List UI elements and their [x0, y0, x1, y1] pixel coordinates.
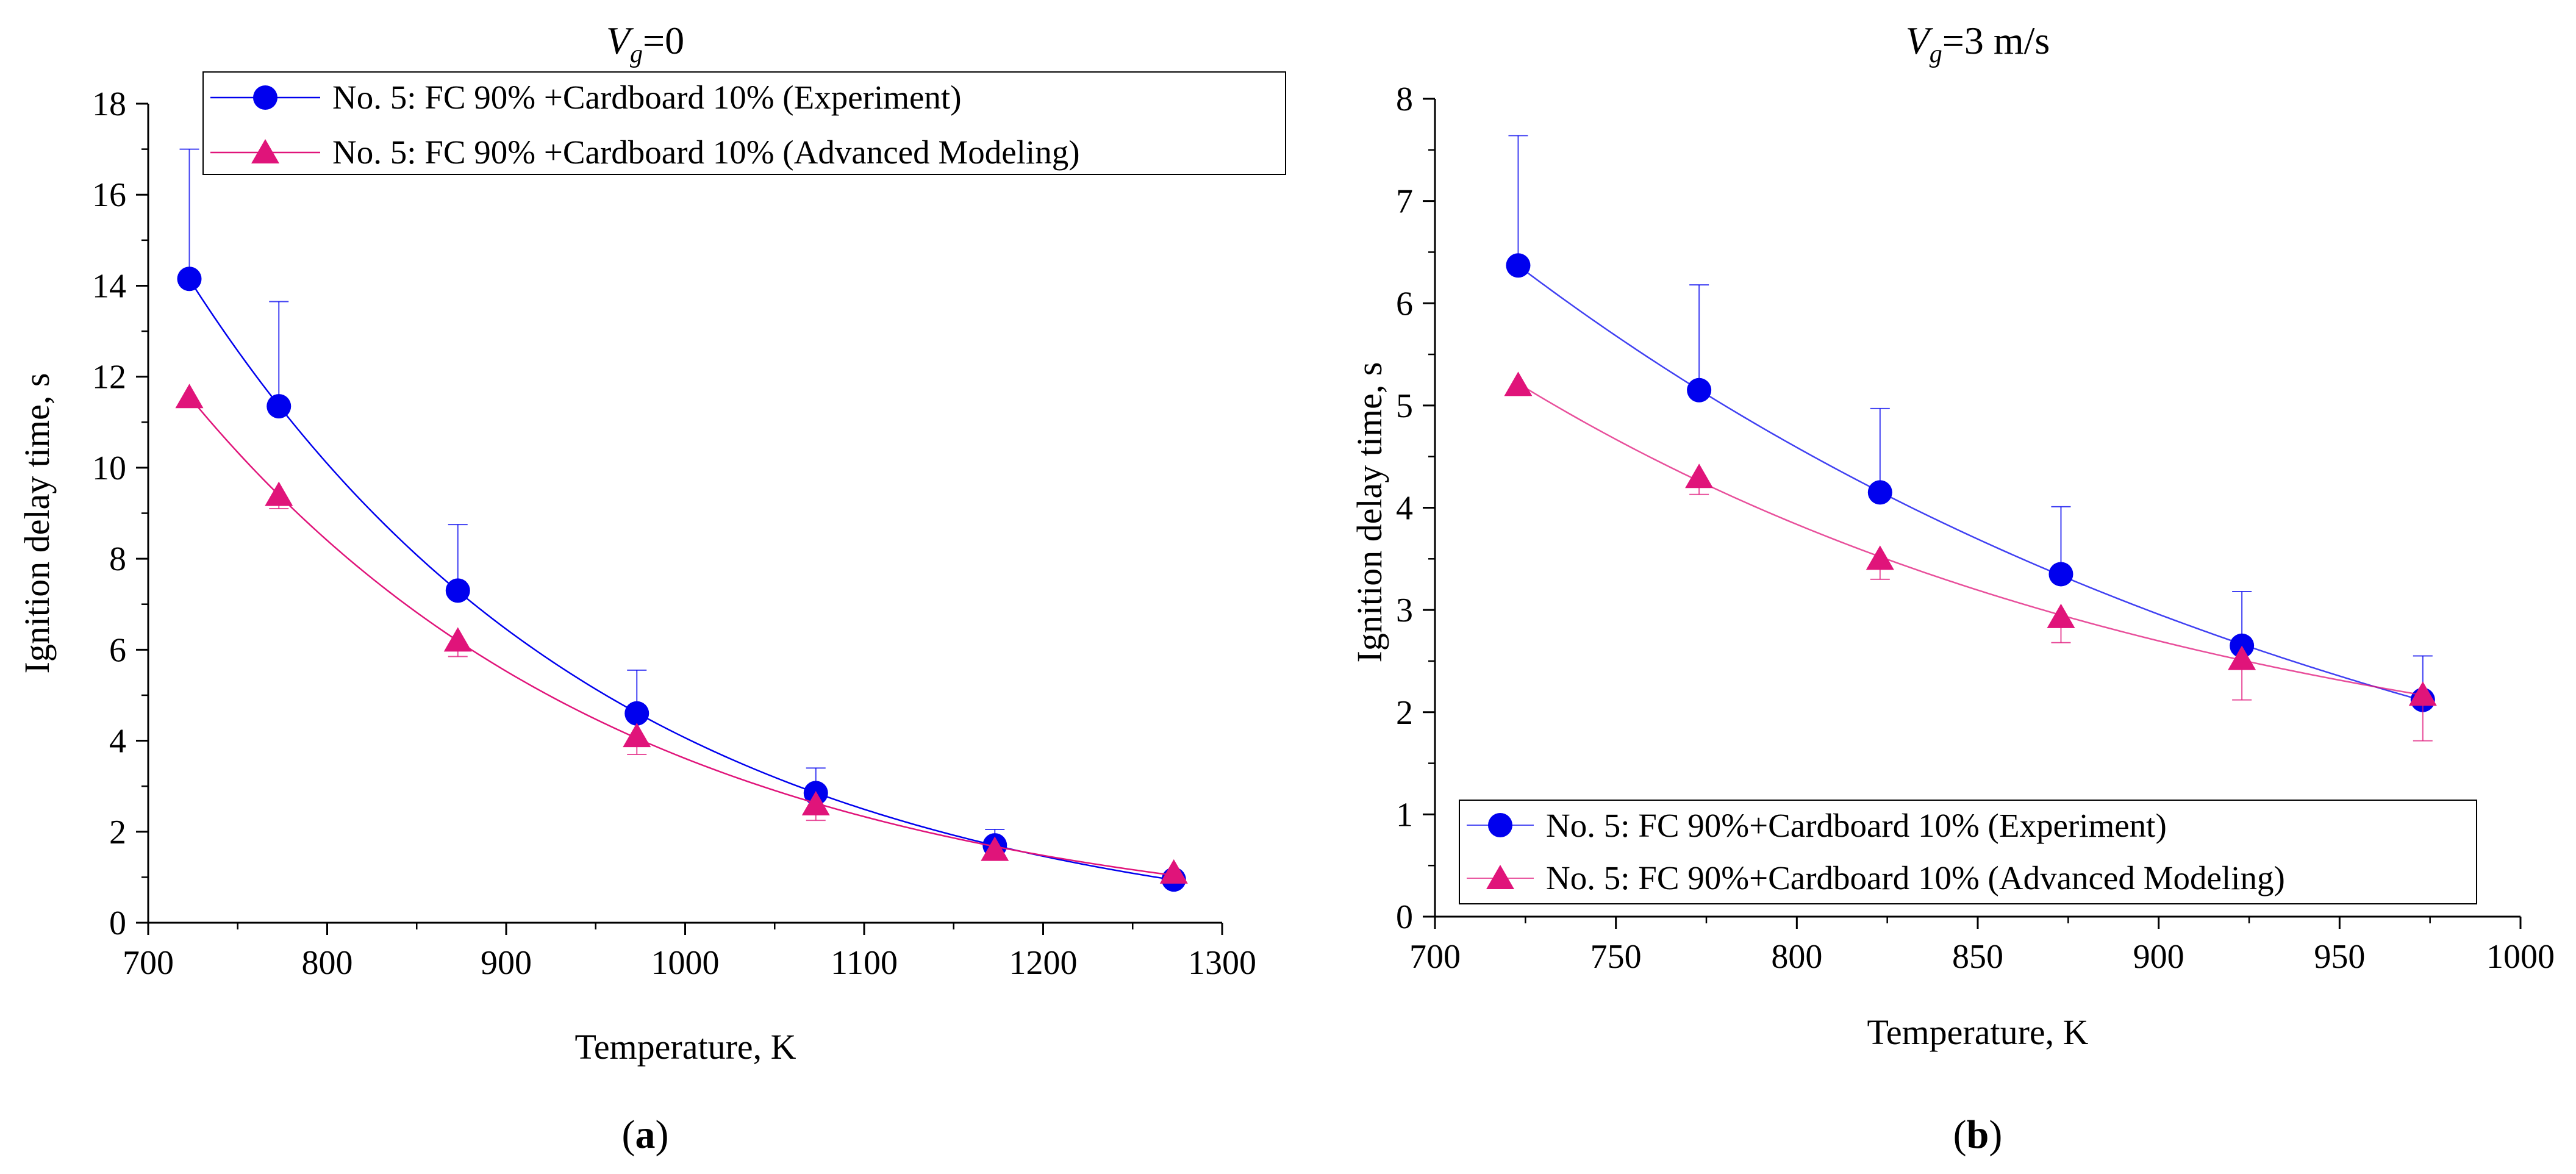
- panel-b-y-tick-label: 0: [1396, 898, 1413, 936]
- panel-b: Vg=3 m/s 700 750 800 850 900 950 1000 0 1 2 3 4 5 6 7 8…: [1350, 19, 2555, 1157]
- panel-b-y-tick-label: 6: [1396, 285, 1413, 323]
- panel-a-legend-label-experiment: No. 5: FC 90% +Cardboard 10% (Experiment…: [332, 79, 962, 116]
- panel-b-modeling-point: [1866, 545, 1894, 570]
- panel-b-y-tick-label: 2: [1396, 694, 1413, 732]
- panel-b-x-tick-label: 700: [1409, 938, 1461, 976]
- panel-a-modeling-point: [981, 836, 1009, 861]
- panel-a-x-tick-label: 700: [123, 944, 174, 982]
- panel-a-xlabel: Temperature, K: [574, 1027, 796, 1067]
- panel-b-x-tick-label: 750: [1590, 938, 1642, 976]
- panel-b-legend-box: [1459, 800, 2477, 904]
- panel-b-xlabel: Temperature, K: [1867, 1012, 2088, 1052]
- panel-a-modeling-point: [265, 481, 293, 506]
- panel-a-ylabel: Ignition delay time, s: [17, 373, 57, 674]
- panel-a-x-tick-label: 1000: [651, 944, 720, 982]
- panel-b-experiment-point: [1506, 253, 1531, 278]
- panel-b-experiment-point: [1867, 480, 1892, 505]
- panel-b-modeling-point: [2047, 603, 2075, 628]
- panel-b-x-tick-label: 900: [2133, 938, 2184, 976]
- panel-a: Vg=0 700 800 900 1000 1100 1200 1300 0 2 4 6 8 10 12 1…: [17, 19, 1286, 1157]
- panel-a-experiment-point: [267, 394, 292, 419]
- panel-a-x-tick-label: 1300: [1188, 944, 1256, 982]
- panel-b-x-tick-label: 800: [1771, 938, 1822, 976]
- panel-b-y-tick-label: 5: [1396, 387, 1413, 425]
- panel-a-x-tick-label: 800: [302, 944, 353, 982]
- panel-b-modeling-point: [2228, 645, 2256, 670]
- panel-b-x-tick-label: 950: [2314, 938, 2365, 976]
- panel-b-ylabel: Ignition delay time, s: [1350, 362, 1389, 663]
- panel-a-x-tick-label: 1100: [831, 944, 898, 982]
- panel-a-title: Vg=0: [606, 19, 684, 68]
- panel-a-legend-marker-experiment: [253, 85, 277, 110]
- panel-a-y-tick-label: 14: [92, 267, 126, 305]
- panel-a-legend-marker-modeling: [251, 139, 279, 163]
- panel-a-y-tick-label: 12: [92, 359, 126, 396]
- panel-a-experiment-point: [445, 578, 470, 603]
- panel-b-experiment-point: [2048, 562, 2073, 587]
- panel-b-modeling-point: [2408, 681, 2437, 706]
- panel-a-y-tick-label: 8: [109, 540, 126, 578]
- panel-b-caption: (b): [1953, 1112, 2003, 1157]
- panel-a-legend-box: [202, 71, 1286, 175]
- panel-a-legend-label-modeling: No. 5: FC 90% +Cardboard 10% (Advanced M…: [332, 134, 1080, 171]
- panel-a-plot: 700 800 900 1000 1100 1200 1300 0 2 4 6 8 10 12 14 16 18: [92, 85, 1256, 982]
- panel-a-modeling-line: [188, 396, 1174, 876]
- panel-b-y-tick-label: 4: [1396, 490, 1413, 528]
- panel-b-x-tick-label: 1000: [2486, 938, 2555, 976]
- panel-b-y-tick-label: 7: [1396, 183, 1413, 221]
- panel-a-y-tick-label: 2: [109, 814, 126, 851]
- panel-a-caption: (a): [622, 1112, 669, 1157]
- panel-a-modeling-point: [801, 791, 830, 816]
- panel-a-modeling-point: [623, 723, 651, 748]
- panel-a-modeling-point: [443, 627, 472, 652]
- panel-a-experiment-point: [177, 267, 202, 292]
- panel-b-plot: 700 750 800 850 900 950 1000 0 1 2 3 4 5 6 7 8: [1396, 81, 2555, 976]
- panel-a-y-tick-label: 10: [92, 449, 126, 487]
- panel-b-modeling-point: [1685, 464, 1714, 489]
- panel-b-y-tick-label: 3: [1396, 592, 1413, 629]
- panel-a-modeling-point: [1159, 859, 1188, 884]
- panel-a-legend: No. 5: FC 90% +Cardboard 10% (Experiment…: [202, 71, 1286, 175]
- panel-b-legend: No. 5: FC 90%+Cardboard 10% (Experiment)…: [1459, 800, 2477, 904]
- panel-a-y-tick-label: 0: [109, 904, 126, 942]
- panel-b-experiment-point: [1687, 378, 1712, 403]
- panel-a-y-tick-label: 18: [92, 85, 126, 123]
- panel-b-x-tick-label: 850: [1952, 938, 2003, 976]
- panel-b-title: Vg=3 m/s: [1906, 19, 2050, 68]
- panel-b-y-tick-label: 8: [1396, 81, 1413, 118]
- panel-b-experiment-line: [1517, 265, 2424, 701]
- panel-b-legend-marker-modeling: [1486, 865, 1514, 889]
- panel-b-legend-label-modeling: No. 5: FC 90%+Cardboard 10% (Advanced Mo…: [1546, 859, 2285, 897]
- panel-b-modeling-line: [1517, 382, 2424, 696]
- panel-b-y-tick-label: 1: [1396, 796, 1413, 834]
- panel-a-y-tick-label: 6: [109, 631, 126, 669]
- panel-a-experiment-point: [624, 701, 649, 726]
- panel-b-modeling-point: [1504, 371, 1533, 396]
- panel-a-experiment-line: [188, 279, 1174, 881]
- panel-a-x-tick-label: 1200: [1009, 944, 1078, 982]
- panel-a-modeling-point: [175, 384, 204, 409]
- panel-a-y-tick-label: 4: [109, 723, 126, 761]
- panel-a-x-tick-label: 900: [481, 944, 532, 982]
- panel-b-legend-label-experiment: No. 5: FC 90%+Cardboard 10% (Experiment): [1546, 807, 2167, 844]
- panel-b-legend-marker-experiment: [1488, 813, 1512, 837]
- panel-a-y-tick-label: 16: [92, 176, 126, 214]
